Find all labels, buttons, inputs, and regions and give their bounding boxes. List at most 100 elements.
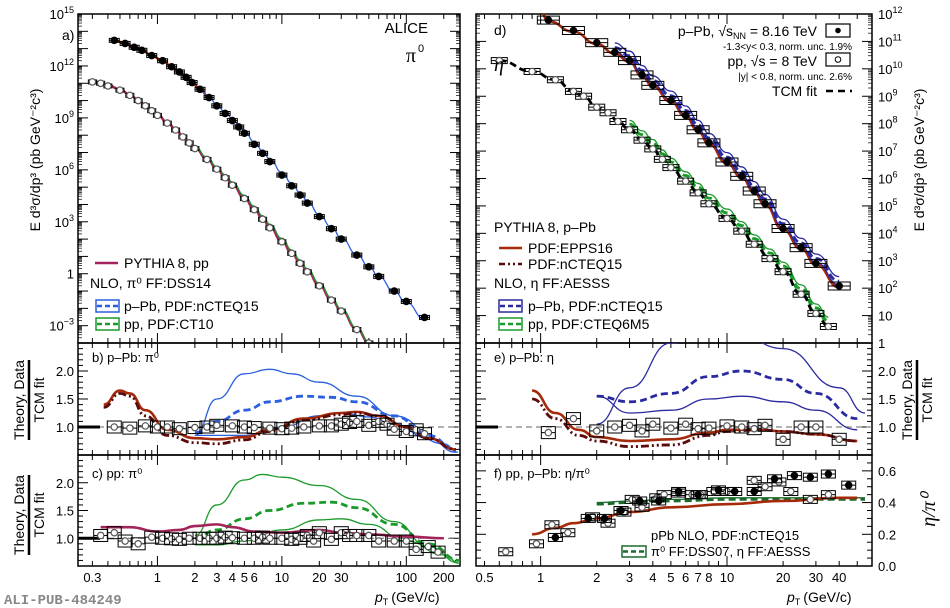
data-point (227, 181, 237, 189)
data-point (536, 15, 560, 25)
data-point (155, 531, 171, 545)
open-marker (266, 424, 274, 432)
open-marker (374, 537, 383, 545)
data-point (184, 139, 194, 147)
data-point (146, 51, 158, 60)
open-marker (337, 420, 346, 429)
data-point (302, 267, 312, 276)
open-marker (240, 423, 249, 431)
data-point (236, 420, 252, 434)
syst-box (424, 413, 432, 417)
x-tick-label: 10 (720, 570, 734, 585)
open-marker (185, 139, 193, 147)
data-point (284, 421, 300, 435)
data-point (313, 212, 325, 221)
filled-marker (175, 68, 184, 76)
data-point (286, 181, 298, 190)
data-point (819, 322, 837, 331)
open-marker (694, 189, 702, 197)
panel-d-plot (490, 14, 851, 331)
open-marker (660, 490, 668, 499)
filled-marker (327, 224, 336, 233)
data-point (634, 424, 650, 438)
open-marker (203, 423, 211, 431)
filled-marker (138, 46, 146, 55)
curve-nlo-central (194, 500, 460, 562)
open-marker (141, 422, 150, 430)
data-point (689, 189, 707, 197)
data-point (686, 125, 710, 135)
open-marker (88, 78, 97, 86)
open-marker (579, 92, 588, 101)
open-marker (824, 490, 833, 499)
x-tick-label: 8 (705, 570, 712, 585)
open-marker (390, 537, 399, 545)
data-point (745, 240, 763, 249)
panel-e-label: e) p–Pb: η (494, 350, 554, 365)
open-marker (327, 422, 336, 430)
open-marker (337, 307, 346, 315)
legend-ppb-ncteq15: p–Pb, PDF:nCTEQ15 (124, 298, 259, 314)
x-tick-label: 4 (229, 570, 236, 585)
data-point (352, 325, 362, 334)
open-marker (141, 101, 150, 110)
open-marker (303, 267, 312, 276)
filled-marker (806, 473, 815, 482)
open-marker (551, 75, 560, 84)
data-point (87, 78, 97, 86)
open-marker (250, 423, 259, 432)
open-marker (327, 535, 336, 544)
data-point (212, 165, 222, 173)
data-point (136, 46, 148, 55)
curve-pythia-ncteq15 (531, 397, 858, 449)
open-marker (287, 424, 296, 432)
data-point (294, 191, 306, 199)
filled-marker (824, 470, 833, 478)
open-marker (532, 539, 541, 548)
filled-marker (625, 56, 634, 65)
curve-pythia-ncteq15 (103, 391, 456, 451)
open-marker (681, 177, 690, 185)
data-point (277, 237, 287, 246)
x-axis-label-right: pT (GeV/c) (786, 589, 852, 607)
x-tick-label: 0.5 (475, 570, 493, 585)
open-marker (667, 424, 675, 432)
open-marker (638, 136, 646, 144)
data-point (430, 545, 446, 559)
x-tick-label: 1 (154, 570, 161, 585)
data-point (807, 309, 825, 318)
data-point (295, 259, 305, 268)
data-point (607, 420, 623, 434)
data-point (186, 78, 198, 87)
filled-marker (610, 48, 619, 57)
filled-marker (315, 212, 324, 221)
data-point (311, 526, 327, 540)
open-marker (649, 420, 657, 429)
open-marker (412, 545, 420, 554)
data-point (547, 532, 563, 542)
data-point (265, 223, 275, 232)
data-point (144, 530, 160, 544)
open-marker (337, 528, 346, 537)
svg-text:Theory, Data: Theory, Data (11, 475, 27, 555)
data-point (831, 432, 847, 446)
y-tick-label: 1011 (878, 32, 902, 49)
y-tick-label: 1.0 (878, 420, 896, 435)
open-marker (434, 548, 442, 556)
open-marker (228, 181, 237, 189)
data-point (580, 513, 596, 523)
open-marker (365, 531, 373, 540)
data-point (718, 214, 736, 223)
data-point (792, 290, 810, 299)
eta-label: η (494, 54, 504, 76)
y-tick-label: 10−3 (49, 317, 74, 334)
data-point (644, 145, 662, 153)
data-point (588, 103, 606, 111)
filled-marker (770, 474, 779, 483)
data-point (730, 171, 754, 181)
open-marker (402, 537, 411, 545)
y-tick-label: 106 (55, 161, 74, 178)
open-marker (110, 423, 119, 431)
open-marker (638, 503, 646, 512)
x-tick-label: 100 (395, 570, 417, 585)
